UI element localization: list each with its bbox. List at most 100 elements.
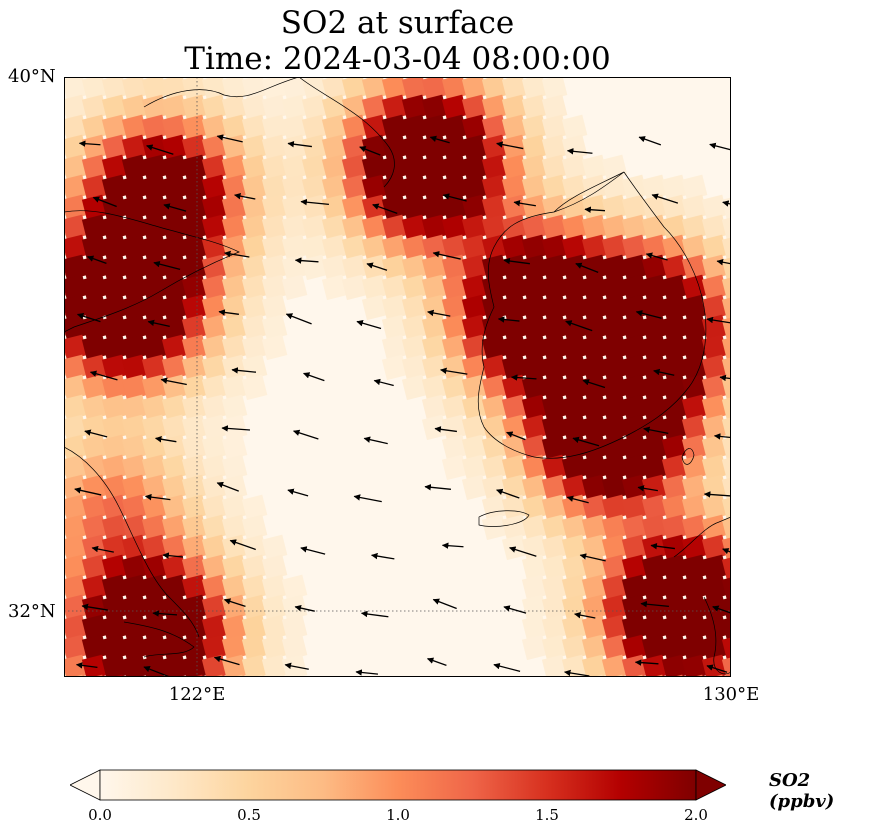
- wind-arrow: [74, 487, 102, 496]
- so2-cell: [141, 554, 168, 581]
- so2-cell: [161, 174, 188, 201]
- so2-cell: [261, 594, 288, 621]
- so2-cell: [561, 474, 588, 501]
- so2-cell: [321, 114, 348, 141]
- so2-cell: [661, 534, 688, 561]
- so2-cell: [501, 434, 528, 461]
- so2-cell: [241, 274, 268, 301]
- so2-cell: [581, 214, 608, 241]
- so2-cell: [261, 234, 288, 261]
- so2-cell: [181, 514, 208, 541]
- wind-arrow: [712, 605, 731, 614]
- wind-arrow: [363, 436, 388, 445]
- so2-cell: [621, 554, 648, 581]
- so2-cell: [521, 354, 548, 381]
- so2-cell: [421, 334, 448, 361]
- so2-cell: [141, 77, 168, 101]
- so2-cell: [601, 194, 628, 221]
- so2-cell: [121, 154, 148, 181]
- so2-cell: [461, 114, 488, 141]
- so2-cell: [121, 174, 148, 201]
- so2-cell: [64, 334, 88, 361]
- so2-cell: [141, 194, 168, 221]
- so2-cell: [561, 614, 588, 641]
- so2-cell: [241, 354, 268, 381]
- wind-arrow: [503, 257, 530, 265]
- so2-cell: [181, 134, 208, 161]
- so2-cell: [121, 134, 148, 161]
- so2-cell: [481, 434, 508, 461]
- so2-cell: [561, 514, 588, 541]
- lon-label-130e: 130°E: [702, 684, 760, 705]
- so2-cell: [701, 654, 728, 677]
- so2-cell: [681, 494, 708, 521]
- wind-arrow: [231, 367, 257, 374]
- so2-cell: [521, 77, 548, 101]
- so2-cell: [501, 354, 528, 381]
- so2-cell: [581, 634, 608, 661]
- so2-cell: [621, 334, 648, 361]
- so2-cell: [581, 354, 608, 381]
- so2-cell: [401, 174, 428, 201]
- so2-cell: [64, 94, 88, 121]
- so2-cell: [721, 494, 731, 521]
- so2-cell: [121, 554, 148, 581]
- so2-cell: [181, 334, 208, 361]
- so2-cell: [64, 154, 88, 181]
- so2-cell: [581, 654, 608, 677]
- so2-cell: [161, 514, 188, 541]
- so2-cell: [681, 354, 708, 381]
- so2-cell: [521, 434, 548, 461]
- map-panel[interactable]: [64, 77, 731, 677]
- so2-cell: [601, 434, 628, 461]
- so2-cell: [621, 614, 648, 641]
- so2-cell: [64, 414, 88, 441]
- so2-cell: [221, 634, 248, 661]
- so2-cell: [201, 474, 228, 501]
- so2-cell: [181, 214, 208, 241]
- wind-arrow: [89, 370, 118, 381]
- wind-arrow: [574, 611, 596, 619]
- so2-cell: [521, 454, 548, 481]
- so2-cell: [681, 174, 708, 201]
- so2-cell: [681, 394, 708, 421]
- so2-cell: [701, 534, 728, 561]
- so2-cell: [661, 654, 688, 677]
- so2-cell: [141, 174, 168, 201]
- so2-cell: [161, 294, 188, 321]
- so2-cell: [401, 374, 428, 401]
- wind-arrow: [509, 546, 537, 557]
- so2-cell: [581, 154, 608, 181]
- so2-cell: [621, 214, 648, 241]
- so2-cell: [141, 214, 168, 241]
- so2-cell: [121, 254, 148, 281]
- so2-cell: [401, 214, 428, 241]
- so2-cell: [521, 634, 548, 661]
- so2-cell: [461, 414, 488, 441]
- so2-cell: [221, 94, 248, 121]
- so2-cell: [541, 594, 568, 621]
- colorbar-tick-4: 2.0: [684, 806, 708, 824]
- so2-cell: [541, 154, 568, 181]
- wind-arrow: [579, 553, 606, 562]
- so2-cell: [181, 454, 208, 481]
- so2-cell: [501, 294, 528, 321]
- so2-cell: [141, 154, 168, 181]
- so2-cell: [101, 634, 128, 661]
- so2-cell: [201, 134, 228, 161]
- so2-cell: [421, 154, 448, 181]
- wind-arrow: [294, 257, 319, 264]
- so2-cell: [181, 154, 208, 181]
- so2-cell: [81, 554, 108, 581]
- so2-cell: [601, 174, 628, 201]
- wind-arrow: [709, 142, 731, 151]
- so2-cell: [621, 454, 648, 481]
- so2-cell: [501, 154, 528, 181]
- so2-cell: [301, 77, 328, 101]
- so2-cell: [581, 414, 608, 441]
- so2-cell: [461, 474, 488, 501]
- so2-cell: [101, 454, 128, 481]
- so2-cell: [621, 494, 648, 521]
- so2-cell: [121, 334, 148, 361]
- so2-cell: [561, 454, 588, 481]
